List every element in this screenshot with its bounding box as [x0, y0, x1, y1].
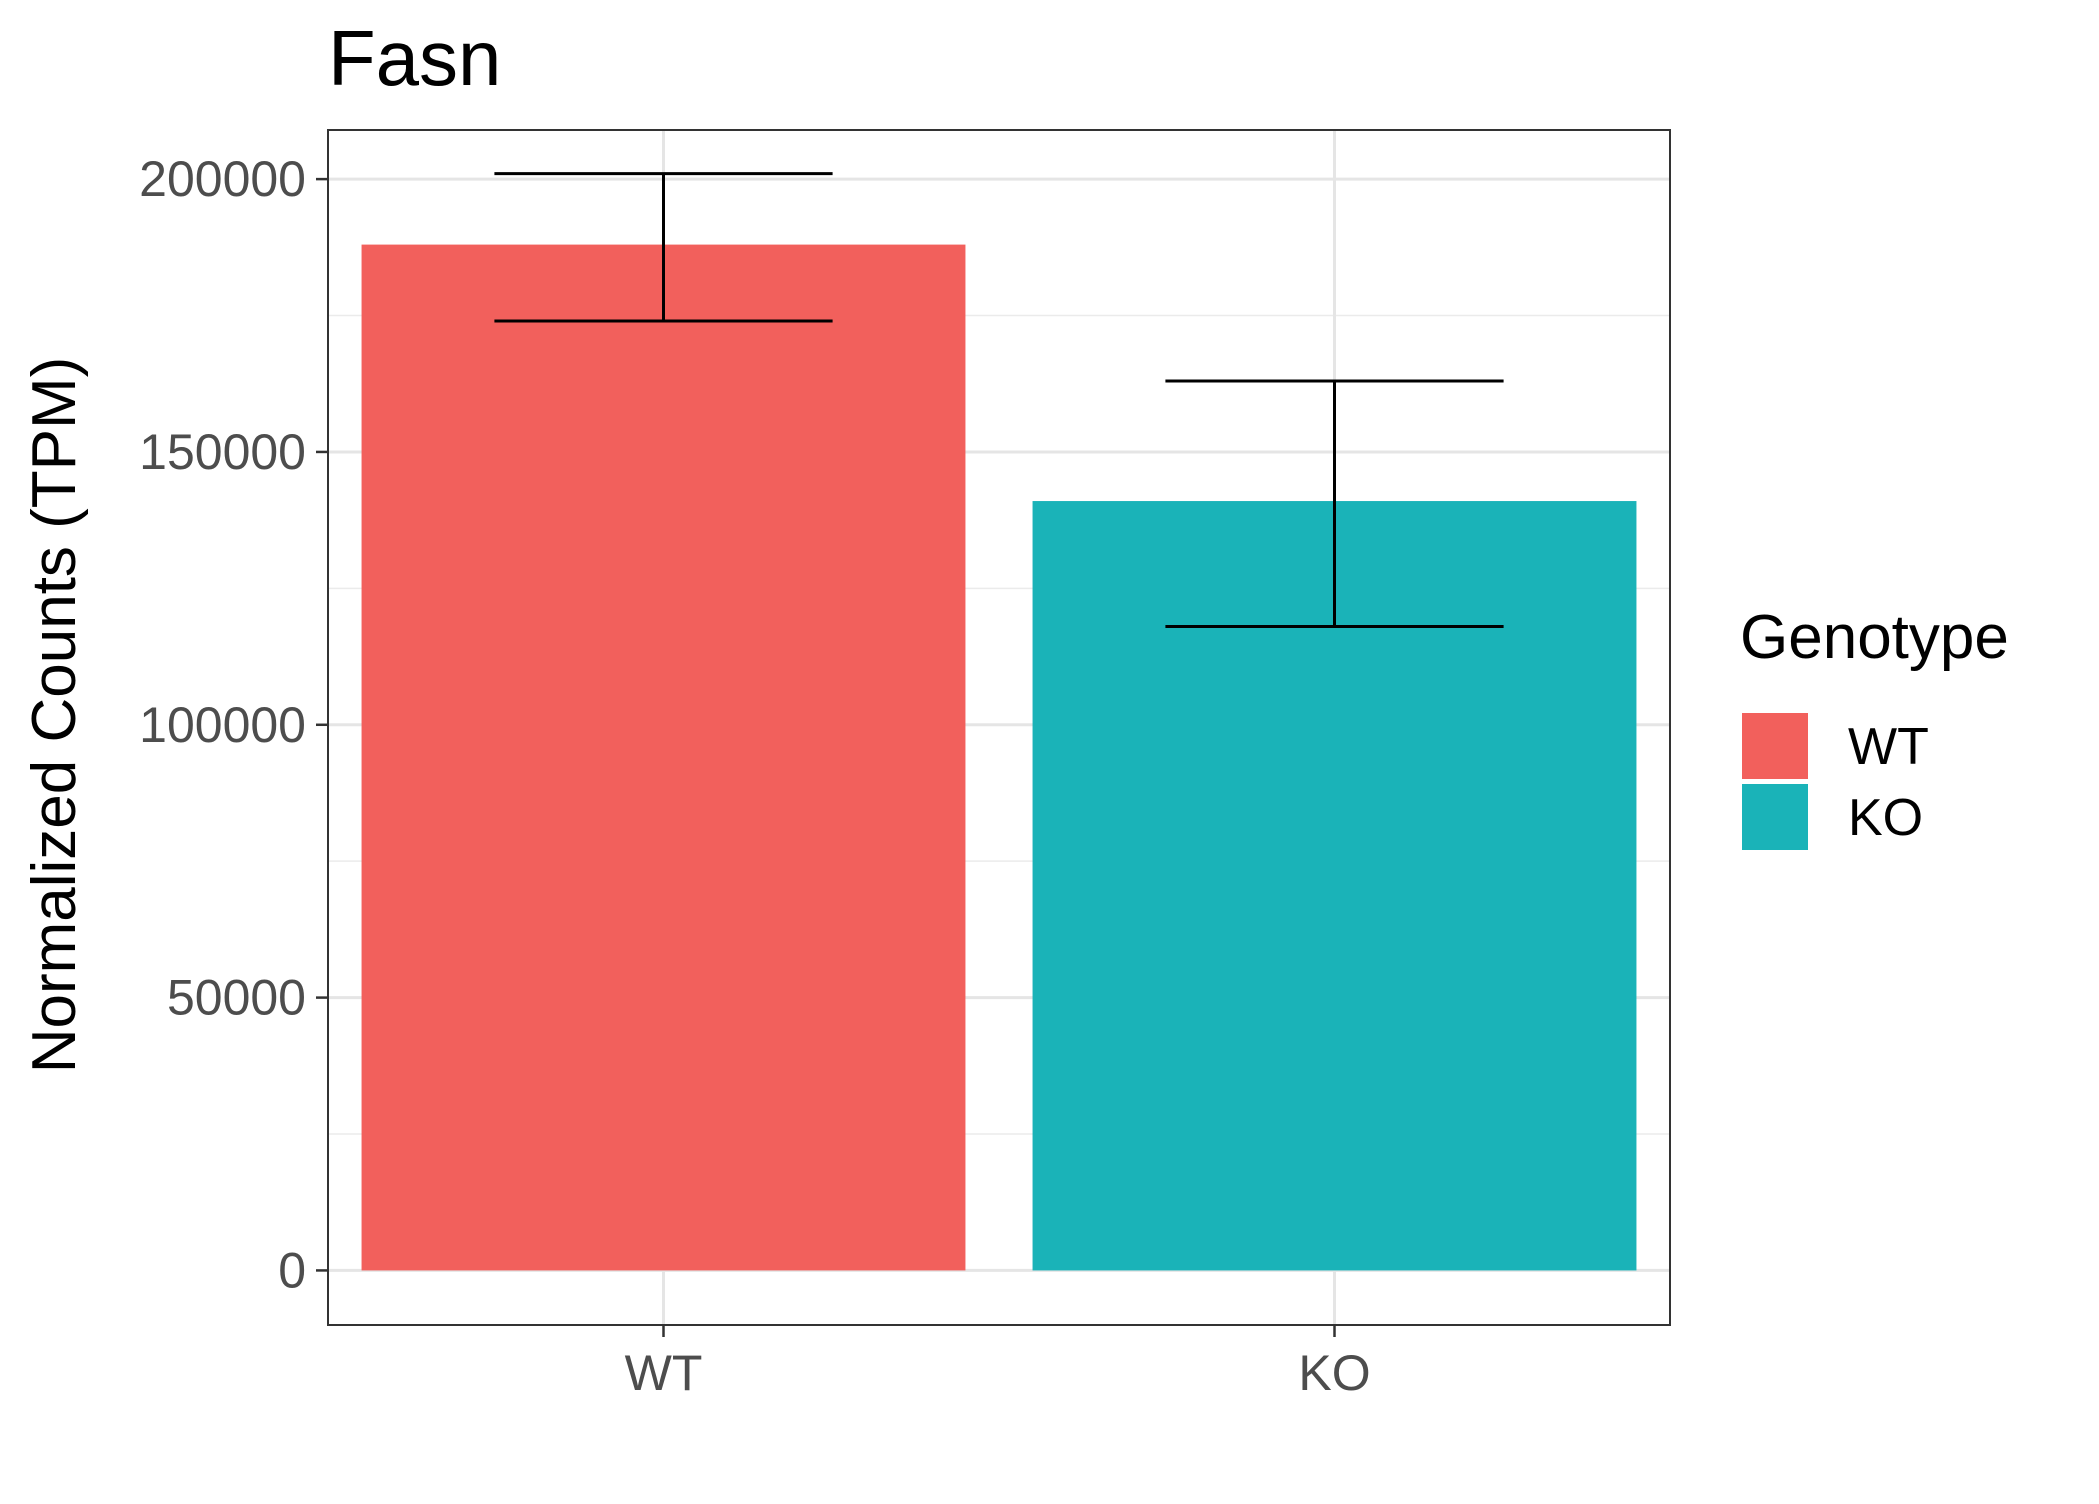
y-tick-label: 50000	[167, 970, 306, 1026]
error-bars	[494, 172, 1504, 629]
x-axis: WT KO	[625, 1325, 1371, 1401]
error-bar-ko	[1165, 379, 1504, 629]
y-tick-label: 150000	[139, 424, 306, 480]
y-tick-label: 100000	[139, 697, 306, 753]
chart-title: Fasn	[328, 14, 501, 102]
bar-ko	[1032, 501, 1637, 1271]
legend-entry-ko: KO	[1742, 784, 1923, 850]
bar-wt	[361, 244, 966, 1271]
legend: Genotype WT KO	[1740, 603, 2009, 850]
y-axis-label: Normalized Counts (TPM)	[20, 357, 89, 1074]
x-tick-label: KO	[1298, 1345, 1370, 1401]
legend-label: KO	[1848, 789, 1923, 847]
legend-key	[1742, 713, 1808, 779]
legend-entry-wt: WT	[1742, 713, 1929, 779]
bars	[361, 244, 1637, 1271]
error-bar-wt	[494, 172, 833, 323]
plot-panel-border	[327, 129, 1671, 1326]
legend-title: Genotype	[1740, 603, 2009, 672]
legend-label: WT	[1848, 718, 1929, 776]
legend-key	[1742, 784, 1808, 850]
x-tick-label: WT	[625, 1345, 703, 1401]
y-tick-label: 200000	[139, 151, 306, 207]
y-tick-label: 0	[278, 1242, 306, 1298]
y-axis: 0 50000 100000 150000 200000	[139, 151, 328, 1298]
